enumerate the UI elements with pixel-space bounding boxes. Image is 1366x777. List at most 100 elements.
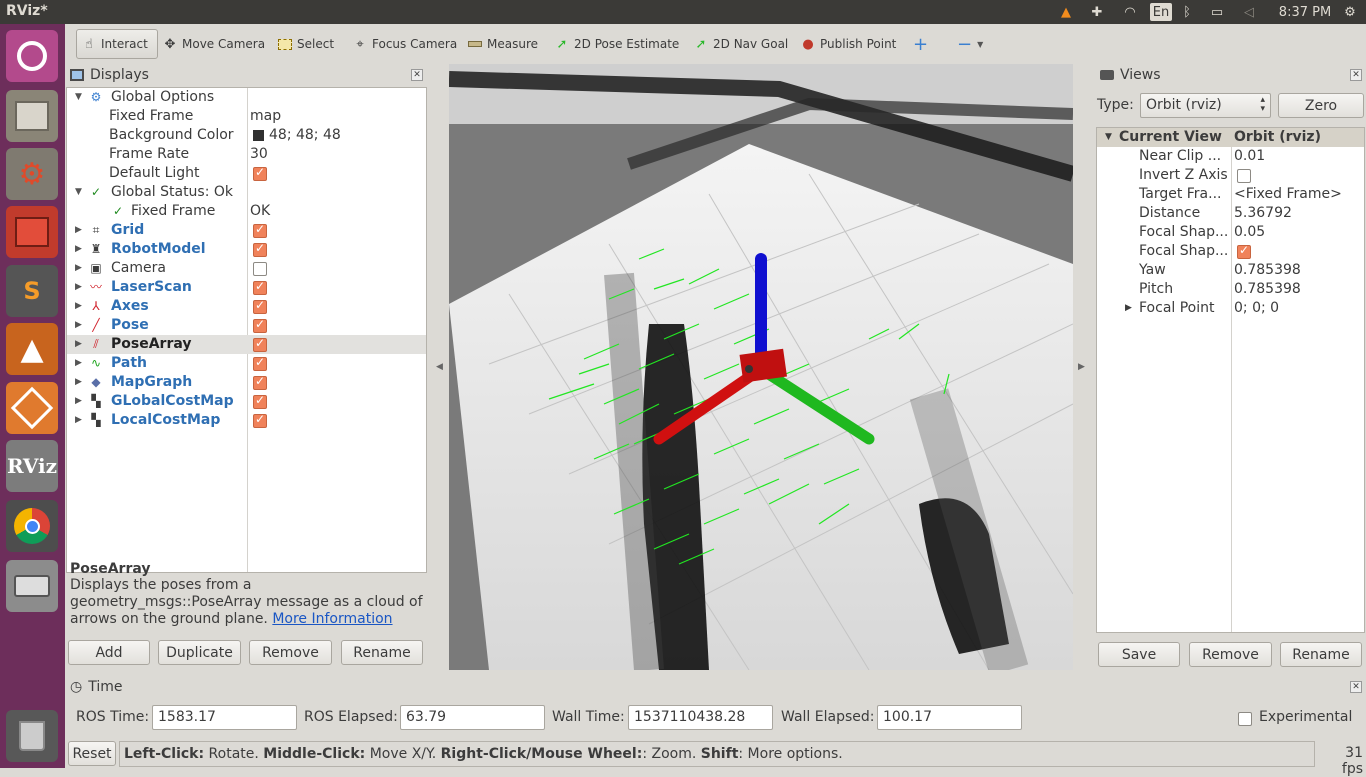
expand-arrow-icon[interactable]: ▶	[75, 244, 82, 254]
rename-view-button[interactable]: Rename	[1280, 642, 1362, 667]
volume-muted-icon[interactable]: ◁	[1244, 4, 1254, 20]
collapse-left-arrow-icon[interactable]: ◀	[436, 362, 443, 372]
expand-arrow-icon[interactable]: ▶	[75, 263, 82, 273]
vlc-tray-icon[interactable]: ▲	[1061, 4, 1071, 20]
close-icon[interactable]: ✕	[1350, 69, 1362, 81]
virtualbox-icon[interactable]	[6, 382, 58, 434]
expand-arrow-icon[interactable]: ▼	[75, 187, 82, 197]
expand-arrow-icon[interactable]: ▶	[75, 358, 82, 368]
expand-arrow-icon[interactable]: ▶	[75, 320, 82, 330]
view-prop-yaw[interactable]: Yaw 0.785398	[1139, 262, 1301, 278]
current-view-row[interactable]: ▼ Current View Orbit (rviz)	[1097, 128, 1364, 147]
view-type-select[interactable]: Orbit (rviz) ▴ ▾	[1140, 93, 1271, 118]
expand-arrow-icon[interactable]: ▶	[75, 339, 82, 349]
tree-row-camera[interactable]: ▶ ▣ Camera	[67, 259, 426, 278]
tree-row-grid[interactable]: ▶ ⌗ Grid	[67, 221, 426, 240]
files-icon[interactable]	[6, 90, 58, 142]
mapgraph-checkbox[interactable]	[253, 374, 267, 390]
expand-arrow-icon[interactable]: ▶	[1125, 303, 1132, 313]
wall-elapsed-field[interactable]: 100.17	[877, 705, 1022, 730]
tree-row-default-light[interactable]: Default Light	[67, 164, 426, 183]
tree-row-background-color[interactable]: Background Color 48; 48; 48	[109, 127, 341, 143]
tree-row-laserscan[interactable]: ▶ 〰 LaserScan	[67, 278, 426, 297]
expand-arrow-icon[interactable]: ▼	[1105, 132, 1112, 142]
views-tree[interactable]: ▼ Current View Orbit (rviz) Near Clip ... 0…	[1096, 127, 1365, 633]
remove-tool-button[interactable]: − ▼	[952, 29, 988, 59]
tree-row-robotmodel[interactable]: ▶ ♜ RobotModel	[67, 240, 426, 259]
rename-display-button[interactable]: Rename	[341, 640, 423, 665]
expand-arrow-icon[interactable]: ▶	[75, 377, 82, 387]
plus-tray-icon[interactable]: ✚	[1091, 4, 1103, 20]
localcostmap-checkbox[interactable]	[253, 412, 267, 428]
trash-icon[interactable]	[6, 710, 58, 762]
move-camera-tool-button[interactable]: ✥ Move Camera	[164, 36, 266, 52]
tree-row-frame-rate[interactable]: Frame Rate 30	[109, 146, 268, 162]
expand-arrow-icon[interactable]: ▼	[75, 92, 82, 102]
vlc-icon[interactable]: ▲	[6, 323, 58, 375]
select-tool-button[interactable]: Select	[273, 29, 339, 59]
tree-row-global-status[interactable]: ▼ ✓ Global Status: Ok	[75, 184, 234, 200]
wall-time-field[interactable]: 1537110438.28	[628, 705, 773, 730]
measure-tool-button[interactable]: Measure	[463, 29, 543, 59]
remove-display-button[interactable]: Remove	[249, 640, 332, 665]
zero-view-button[interactable]: Zero	[1278, 93, 1364, 118]
sublime-text-icon[interactable]: S	[6, 265, 58, 317]
more-information-link[interactable]: More Information	[272, 611, 393, 627]
drive-icon[interactable]	[6, 560, 58, 612]
tree-row-pose[interactable]: ▶ ╱ Pose	[67, 316, 426, 335]
invert-z-checkbox[interactable]	[1237, 169, 1251, 183]
grid-checkbox[interactable]	[253, 222, 267, 238]
publish-point-tool-button[interactable]: ● Publish Point	[802, 36, 897, 52]
2d-nav-goal-tool-button[interactable]: ➚ 2D Nav Goal	[695, 36, 789, 52]
view-prop-focal-shape-fixed[interactable]: Focal Shap...	[1097, 242, 1364, 261]
interact-tool-button[interactable]: ☝ Interact	[76, 29, 158, 59]
ros-time-field[interactable]: 1583.17	[152, 705, 297, 730]
system-settings-icon[interactable]: ⚙	[6, 148, 58, 200]
gear-icon[interactable]: ⚙	[1344, 4, 1356, 20]
axes-checkbox[interactable]	[253, 298, 267, 314]
tree-row-status-fixed-frame[interactable]: ✓ Fixed Frame OK	[112, 203, 271, 219]
view-prop-focal-point[interactable]: ▶ Focal Point 0; 0; 0	[1125, 300, 1280, 316]
globalcostmap-checkbox[interactable]	[253, 393, 267, 409]
battery-icon[interactable]: ▭	[1210, 4, 1224, 20]
duplicate-display-button[interactable]: Duplicate	[158, 640, 241, 665]
view-prop-invert-z[interactable]: Invert Z Axis	[1097, 166, 1364, 185]
robotmodel-checkbox[interactable]	[253, 241, 267, 257]
view-prop-distance[interactable]: Distance 5.36792	[1139, 205, 1292, 221]
default-light-checkbox[interactable]	[253, 165, 267, 181]
tree-row-globalcostmap[interactable]: ▶ ▚ GLobalCostMap	[67, 392, 426, 411]
workspace-switcher-icon[interactable]	[6, 206, 58, 258]
displays-tree[interactable]: ▼ ⚙ Global Options Fixed Frame map Backgrou…	[66, 87, 427, 573]
keyboard-layout-indicator[interactable]: En	[1150, 3, 1172, 21]
3d-render-viewport[interactable]	[449, 64, 1073, 670]
expand-arrow-icon[interactable]: ▶	[75, 225, 82, 235]
color-swatch[interactable]	[253, 130, 264, 141]
wifi-icon[interactable]: ◠	[1124, 4, 1136, 20]
bluetooth-icon[interactable]: ᛒ	[1183, 4, 1191, 20]
remove-view-button[interactable]: Remove	[1189, 642, 1272, 667]
expand-arrow-icon[interactable]: ▶	[75, 301, 82, 311]
reset-button[interactable]: Reset	[68, 741, 116, 766]
experimental-checkbox[interactable]	[1238, 712, 1252, 726]
pose-checkbox[interactable]	[253, 317, 267, 333]
view-prop-focal-shape-size[interactable]: Focal Shap... 0.05	[1139, 224, 1266, 240]
expand-arrow-icon[interactable]: ▶	[75, 415, 82, 425]
focus-camera-tool-button[interactable]: ⌖ Focus Camera	[348, 29, 462, 59]
rviz-icon[interactable]: RViz	[6, 440, 58, 492]
close-icon[interactable]: ✕	[411, 69, 423, 81]
add-tool-button[interactable]: +	[908, 29, 933, 59]
add-display-button[interactable]: Add	[68, 640, 150, 665]
clock[interactable]: 8:37 PM	[1278, 4, 1332, 20]
tree-row-localcostmap[interactable]: ▶ ▚ LocalCostMap	[67, 411, 426, 430]
tree-row-fixed-frame[interactable]: Fixed Frame map	[109, 108, 282, 124]
focal-shape-checkbox[interactable]	[1237, 243, 1251, 259]
tree-row-mapgraph[interactable]: ▶ ◆ MapGraph	[67, 373, 426, 392]
path-checkbox[interactable]	[253, 355, 267, 371]
chrome-icon[interactable]	[6, 500, 58, 552]
ros-elapsed-field[interactable]: 63.79	[400, 705, 545, 730]
view-prop-pitch[interactable]: Pitch 0.785398	[1139, 281, 1301, 297]
laserscan-checkbox[interactable]	[253, 279, 267, 295]
expand-arrow-icon[interactable]: ▶	[75, 396, 82, 406]
save-view-button[interactable]: Save	[1098, 642, 1180, 667]
posearray-checkbox[interactable]	[253, 336, 267, 352]
